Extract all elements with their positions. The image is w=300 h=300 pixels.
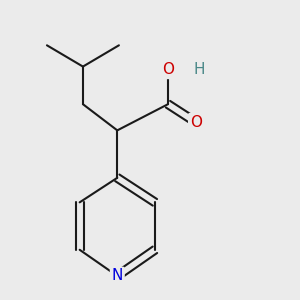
- Text: O: O: [190, 115, 202, 130]
- Text: H: H: [193, 62, 205, 77]
- Text: N: N: [112, 268, 123, 284]
- Text: O: O: [162, 62, 174, 77]
